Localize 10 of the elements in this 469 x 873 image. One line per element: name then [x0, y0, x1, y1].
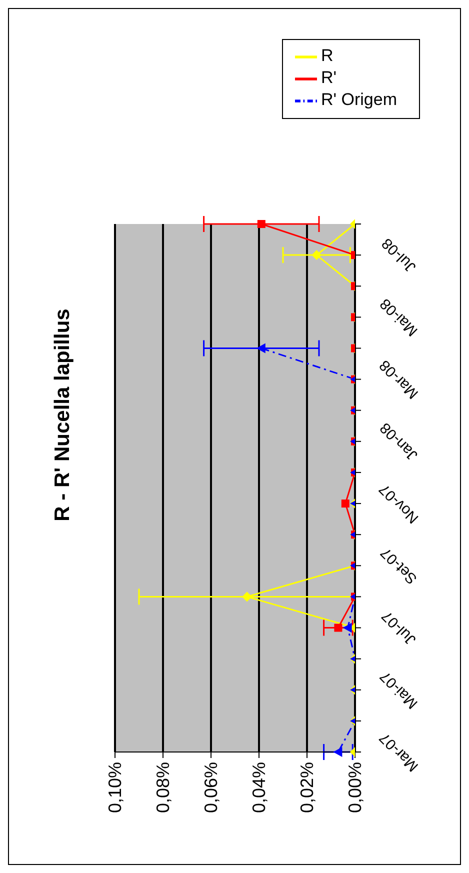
x-tick-label: 0,04% — [249, 762, 269, 814]
x-tick-label: 0,10% — [105, 762, 125, 814]
x-tick-label: 0,02% — [297, 762, 317, 814]
legend-label: R — [321, 46, 334, 66]
x-tick-label: 0,00% — [345, 762, 365, 814]
x-tick-label: 0,08% — [153, 762, 173, 814]
legend-label: R' Origem — [321, 90, 397, 110]
text: R - R' Nucella lapillus — [51, 308, 74, 522]
x-tick-label: 0,06% — [201, 762, 221, 814]
legend-label: R' — [321, 68, 337, 88]
